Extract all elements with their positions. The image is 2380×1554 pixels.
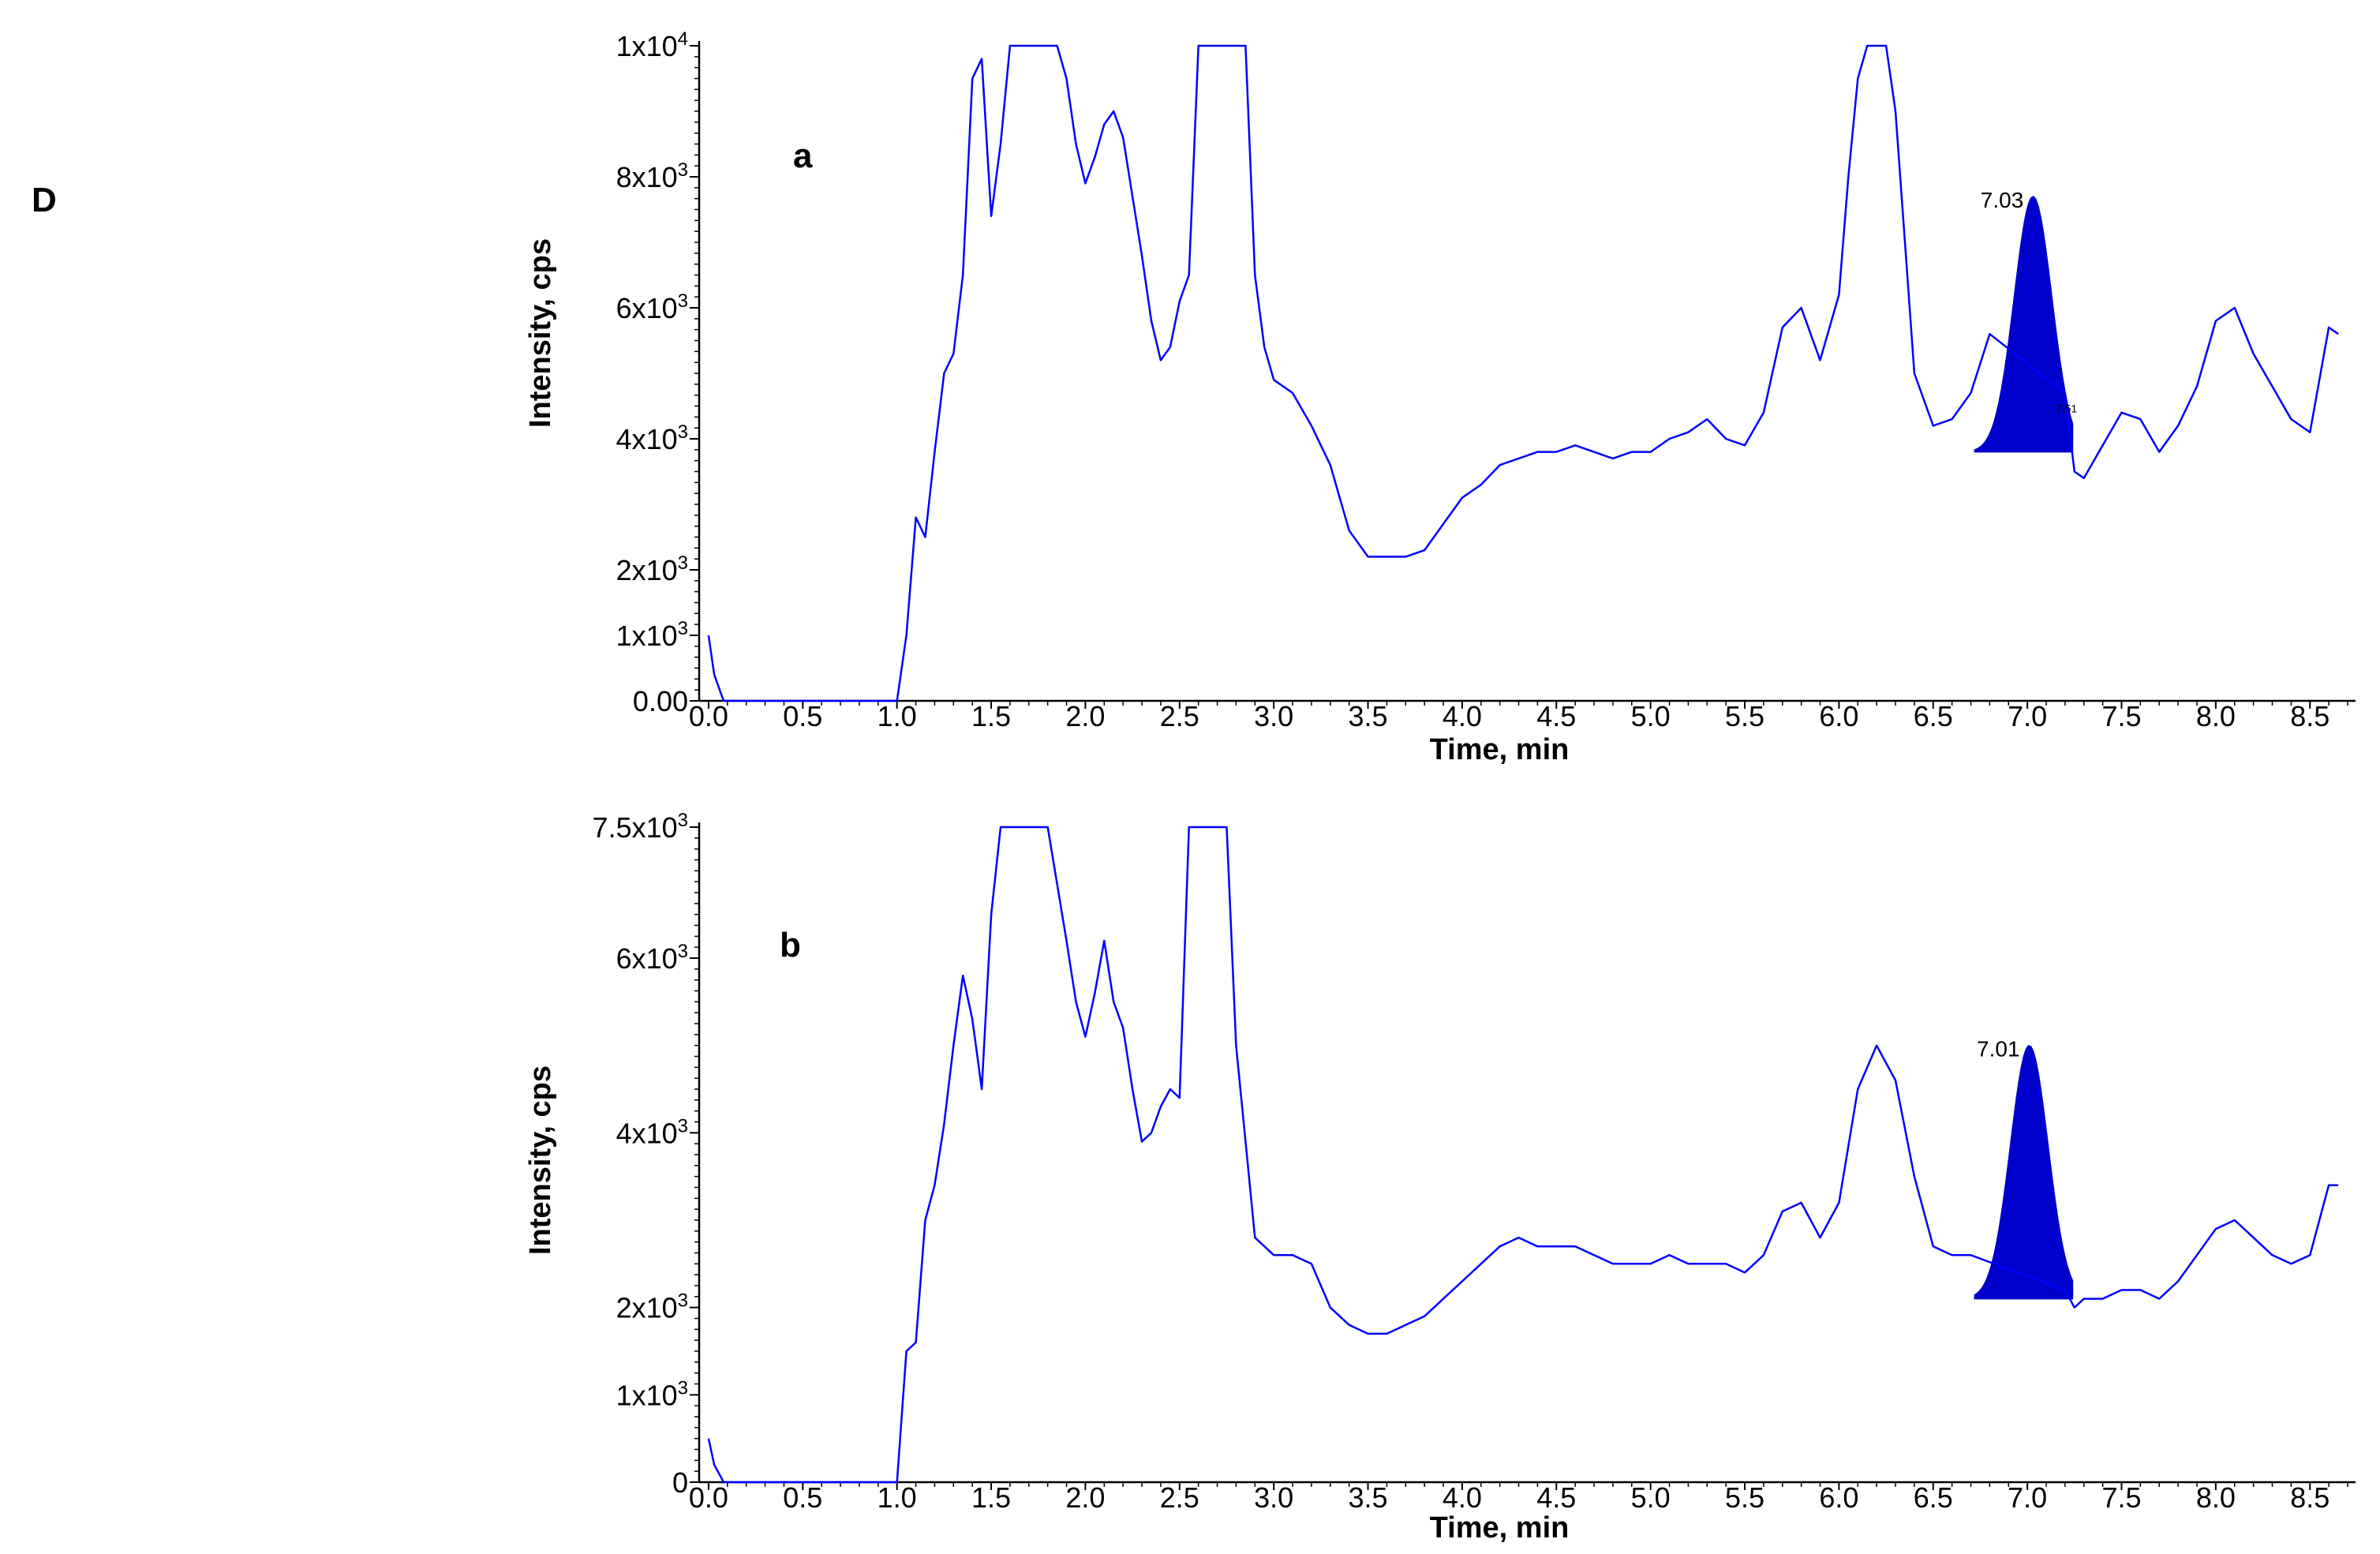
panel-b-y-tick-label: 4x103 (616, 1115, 688, 1149)
panel-a-x-tick-label: 2.0 (1065, 700, 1105, 732)
panel-a-x-tick-label: 1.0 (878, 700, 917, 732)
panel-b-x-tick-label: 2.5 (1160, 1481, 1199, 1514)
panel-a-x-tick-label: 1.5 (971, 700, 1011, 732)
panel-b-y-tick-label: 0 (672, 1466, 688, 1499)
panel-b-x-tick-label: 6.0 (1819, 1481, 1858, 1514)
panel-a-x-tick-label: 3.0 (1254, 700, 1293, 732)
panel-b-x-tick-label: 8.0 (2196, 1481, 2236, 1514)
panel-b-peak-label: 7.01 (1977, 1037, 2020, 1062)
panel-a-x-tick-label: 6.0 (1819, 700, 1858, 732)
panel-a-x-tick-label: 3.5 (1349, 700, 1388, 732)
panel-a-peak-label: 7.03 (1981, 188, 2024, 212)
panel-b-x-tick-label: 0.5 (783, 1481, 822, 1514)
panel-b-x-tick-label: 1.0 (878, 1481, 917, 1514)
panel-a-plot-area: 0.0 0.5 1.0 1.5 2.0 2.5 3.0 3.5 4.0 4.5 5.0 5.5 6.0 6… (616, 28, 2356, 732)
panel-b-x-tick-label: 0.0 (689, 1481, 728, 1514)
panel-b-integrated-peak (1974, 1045, 2074, 1300)
panel-a-y-tick-label: 1x104 (616, 28, 688, 62)
panel-b-x-tick-label: 4.5 (1536, 1481, 1576, 1514)
panel-b-y-tick-label: 6x103 (616, 941, 688, 975)
panel-a-trace-line (707, 44, 2339, 702)
figure-label: D (32, 181, 57, 219)
panel-a-x-tick-label: 5.0 (1631, 700, 1671, 732)
panel-b-x-tick-label: 4.0 (1443, 1481, 1482, 1514)
panel-a-x-tick-label: 0.0 (689, 700, 728, 732)
panel-a-minor-peak-label: 7.51 (2056, 403, 2077, 415)
panel-a-y-tick-label: 0.00 (633, 685, 688, 717)
panel-b-x-tick-label: 6.5 (1914, 1481, 1953, 1514)
panel-a-x-tick-label: 4.5 (1536, 700, 1576, 732)
panel-a-x-tick-label: 6.5 (1914, 700, 1953, 732)
panel-b-x-tick-label: 5.0 (1631, 1481, 1671, 1514)
panel-b-x-tick-label: 7.5 (2101, 1481, 2141, 1514)
panel-a-x-axis-title: Time, min (1430, 733, 1570, 766)
panel-b-x-tick-label: 1.5 (971, 1481, 1011, 1514)
panel-a-y-tick-label: 4x103 (616, 421, 688, 455)
panel-a-integrated-peak (1974, 195, 2074, 453)
panel-b-x-tick-label: 7.0 (2008, 1481, 2047, 1514)
panel-a-x-tick-label: 2.5 (1160, 700, 1199, 732)
panel-b-y-tick-label: 1x103 (616, 1377, 688, 1411)
panel-b-x-axis-title: Time, min (1430, 1511, 1570, 1545)
panel-b: b Intensity, cps Time, min 0.0 0.5 1.0 1.5 2… (524, 810, 2356, 1545)
panel-b-y-tick-label: 2x103 (616, 1290, 688, 1324)
panel-a-y-tick-label: 8x103 (616, 159, 688, 193)
panel-b-x-tick-label: 5.5 (1725, 1481, 1764, 1514)
panel-b-x-tick-label: 3.5 (1349, 1481, 1388, 1514)
panel-a-y-tick-label: 6x103 (616, 290, 688, 324)
panel-a-y-tick-label: 2x103 (616, 552, 688, 586)
panel-a-y-tick-label: 1x103 (616, 618, 688, 652)
panel-a-x-tick-label: 8.0 (2196, 700, 2236, 732)
panel-a-x-tick-label: 5.5 (1725, 700, 1764, 732)
panel-b-x-tick-label: 2.0 (1065, 1481, 1105, 1514)
panel-b-x-tick-label: 8.5 (2290, 1481, 2329, 1514)
panel-b-x-tick-label: 3.0 (1254, 1481, 1293, 1514)
panel-b-label: b (780, 926, 801, 964)
panel-b-plot-area: 0.0 0.5 1.0 1.5 2.0 2.5 3.0 3.5 4.0 4.5 5.0 5.5 6.0 6… (593, 810, 2356, 1514)
panel-a: a Intensity, cps Time, min 0.0 0.5 1.0 1.5 2… (524, 28, 2356, 766)
panel-a-label: a (793, 137, 813, 175)
panel-a-x-tick-label: 7.5 (2101, 700, 2141, 732)
panel-a-y-axis-title: Intensity, cps (524, 238, 557, 428)
panel-a-x-tick-label: 7.0 (2008, 700, 2047, 732)
panel-a-x-tick-label: 0.5 (783, 700, 822, 732)
panel-a-x-tick-label: 4.0 (1443, 700, 1482, 732)
panel-b-y-tick-label: 7.5x103 (593, 810, 688, 844)
panel-a-x-tick-label: 8.5 (2290, 700, 2329, 732)
panel-b-y-axis-title: Intensity, cps (524, 1065, 557, 1255)
panel-b-trace-line (707, 826, 2339, 1484)
